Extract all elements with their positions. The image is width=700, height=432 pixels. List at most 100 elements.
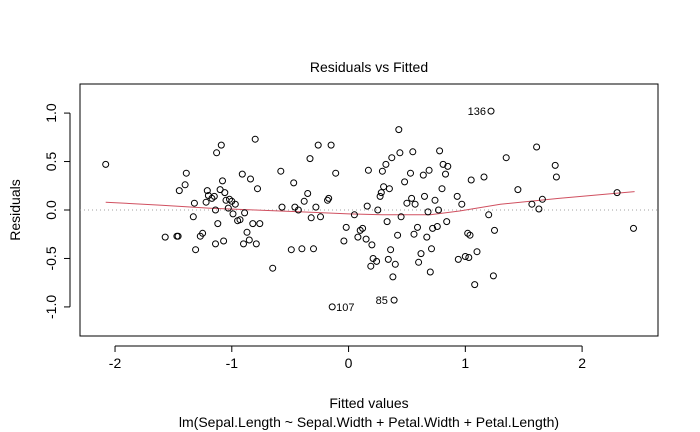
data-point xyxy=(396,149,404,157)
data-point xyxy=(367,262,375,270)
data-point xyxy=(443,218,451,226)
data-point xyxy=(424,208,432,216)
data-point xyxy=(630,224,637,232)
data-point xyxy=(414,223,421,231)
data-point xyxy=(389,273,397,281)
data-point xyxy=(174,232,182,240)
data-point xyxy=(231,200,239,208)
data-point xyxy=(533,143,541,151)
data-point xyxy=(354,233,362,241)
y-tick-label: -0.5 xyxy=(43,246,59,270)
data-point xyxy=(252,240,260,248)
data-point xyxy=(473,248,481,256)
data-point xyxy=(401,178,409,186)
data-point xyxy=(220,237,228,245)
smoother-line xyxy=(105,191,635,216)
data-point xyxy=(378,167,386,175)
data-point xyxy=(251,135,259,143)
data-point xyxy=(377,189,385,197)
axes: -2 -1 0 1 2 -1.0 -0.5 0.0 0.5 1.0 xyxy=(43,103,586,371)
outlier-label: 85 xyxy=(376,295,388,307)
data-point xyxy=(213,149,221,157)
data-point xyxy=(327,141,335,149)
data-point xyxy=(394,231,402,239)
data-point xyxy=(161,233,169,241)
data-point xyxy=(278,203,286,211)
data-point xyxy=(384,255,392,263)
data-point xyxy=(332,169,340,177)
data-point xyxy=(514,186,522,194)
data-point xyxy=(552,173,560,181)
x-tick-label: -2 xyxy=(109,355,122,371)
data-point xyxy=(210,192,218,200)
data-point xyxy=(325,194,333,202)
data-point xyxy=(502,154,510,162)
data-point xyxy=(551,161,559,169)
data-point xyxy=(181,181,189,189)
data-point xyxy=(417,250,425,258)
data-point xyxy=(240,240,247,248)
data-point xyxy=(256,220,264,228)
data-point xyxy=(254,185,261,193)
data-point xyxy=(203,187,211,195)
data-point xyxy=(435,206,442,214)
data-point xyxy=(376,192,384,200)
y-tick-label: 0.0 xyxy=(43,200,59,220)
y-tick-label: 0.5 xyxy=(43,152,59,172)
data-point xyxy=(454,255,462,263)
data-point xyxy=(217,141,225,149)
data-point xyxy=(425,166,433,174)
data-point xyxy=(368,241,376,249)
data-point xyxy=(465,254,473,261)
data-point xyxy=(190,199,198,207)
data-point xyxy=(212,240,219,248)
outlier-label: 136 xyxy=(468,106,486,118)
data-point xyxy=(385,185,393,193)
data-point xyxy=(340,237,348,245)
data-point xyxy=(453,192,461,200)
data-point xyxy=(238,170,246,178)
data-point xyxy=(431,196,439,204)
data-point xyxy=(290,179,298,187)
data-point xyxy=(277,167,285,175)
data-point xyxy=(535,205,543,213)
data-point xyxy=(287,246,295,254)
data-point xyxy=(388,154,396,162)
data-point xyxy=(466,231,474,239)
data-point xyxy=(214,220,222,228)
data-point xyxy=(226,195,233,203)
data-point xyxy=(528,200,536,208)
data-point xyxy=(306,155,314,163)
data-point xyxy=(409,148,417,156)
data-point xyxy=(395,126,403,134)
data-point xyxy=(247,175,254,183)
data-point xyxy=(300,197,308,205)
data-point xyxy=(423,233,431,241)
data-point xyxy=(461,253,469,260)
data-point xyxy=(613,189,621,197)
data-point xyxy=(221,189,229,197)
data-point xyxy=(362,235,370,243)
data-point xyxy=(467,176,475,184)
data-point xyxy=(428,245,435,253)
data-point xyxy=(310,245,317,253)
plot-area: 136 107 85 xyxy=(80,106,658,314)
data-point xyxy=(411,200,419,208)
data-point xyxy=(224,204,232,212)
chart-subtitle: lm(Sepal.Length ~ Sepal.Width + Petal.Wi… xyxy=(179,414,559,430)
data-point xyxy=(485,211,493,219)
data-point xyxy=(480,173,488,181)
data-point xyxy=(243,228,251,236)
data-point xyxy=(433,223,441,230)
data-point xyxy=(471,281,479,289)
data-point xyxy=(538,195,546,203)
data-point xyxy=(219,177,226,185)
data-point xyxy=(403,199,411,207)
data-point xyxy=(317,213,324,221)
x-tick-label: 2 xyxy=(578,355,586,371)
data-point xyxy=(314,141,322,149)
data-point xyxy=(359,224,367,232)
data-point xyxy=(236,216,244,224)
data-point xyxy=(307,214,315,222)
